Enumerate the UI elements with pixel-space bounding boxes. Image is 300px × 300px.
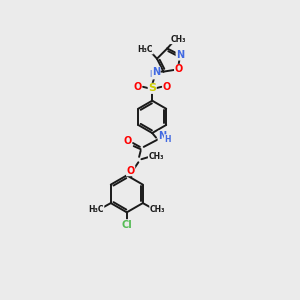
Text: O: O	[127, 166, 135, 176]
Text: O: O	[123, 136, 132, 146]
Text: N: N	[152, 67, 160, 77]
Text: O: O	[163, 82, 171, 92]
Text: O: O	[134, 82, 142, 92]
Text: N: N	[176, 50, 184, 60]
Text: H₃C: H₃C	[88, 205, 104, 214]
Text: H: H	[164, 135, 171, 144]
Text: Cl: Cl	[122, 220, 132, 230]
Text: S: S	[148, 83, 156, 93]
Text: H: H	[149, 70, 155, 79]
Text: H₃C: H₃C	[138, 45, 153, 54]
Text: CH₃: CH₃	[148, 152, 164, 161]
Text: CH₃: CH₃	[150, 205, 165, 214]
Text: O: O	[175, 64, 183, 74]
Text: N: N	[158, 131, 166, 141]
Text: CH₃: CH₃	[170, 35, 186, 44]
